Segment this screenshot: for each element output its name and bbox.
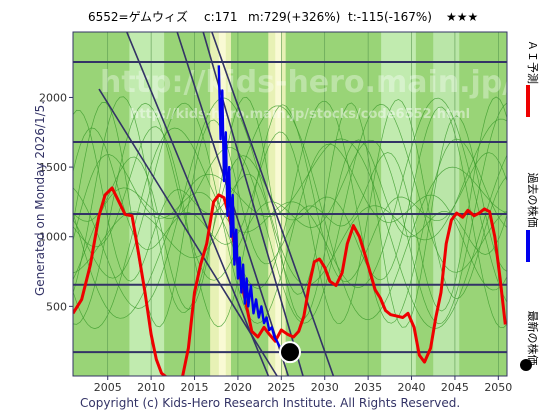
copyright: Copyright (c) Kids-Hero Research Institu… (80, 396, 460, 410)
plot-frame (72, 31, 508, 377)
x-tick-label: 2045 (441, 381, 469, 394)
ai-forecast-line (73, 186, 507, 376)
x-tick-label: 2020 (224, 381, 252, 394)
background-wave (73, 96, 507, 329)
background-wave (73, 97, 507, 309)
x-tick-label: 2005 (94, 381, 122, 394)
background-band (218, 32, 226, 376)
y-tick-label: 1000 (39, 231, 67, 244)
y-tick-label: 2000 (39, 91, 67, 104)
generated-date-label: Generated on Monday 2026/1/5. (33, 101, 47, 296)
y-axis: 500 1000 1500 2000 (39, 91, 73, 313)
x-tick-label: 2040 (398, 381, 426, 394)
background-wave (73, 100, 507, 324)
background-wave (73, 96, 507, 320)
x-tick-label: 2025 (267, 381, 295, 394)
legend-label: 過去の株価 (526, 173, 540, 228)
latest-price-dot (279, 341, 301, 364)
current-price: c:171 (204, 10, 238, 24)
chart-header: 6552=ゲムウィズ c:171 m:729(+326%) t:-115(-16… (88, 9, 478, 24)
watermark-page-url: http://kids-hero.main.jp/stocks/code6552… (130, 107, 470, 122)
background-wave (73, 97, 507, 329)
x-tick-label: 2015 (181, 381, 209, 394)
rating-stars: ★★★ (446, 10, 478, 24)
background-wave (73, 104, 507, 328)
watermark-url: http://kids-hero.main.jp/ (100, 65, 513, 100)
x-tick-label: 2030 (311, 381, 339, 394)
trend-line (211, 32, 335, 376)
x-tick-label: 2050 (484, 381, 512, 394)
x-tick-label: 2035 (354, 381, 382, 394)
max-price: m:729(+326%) (248, 10, 340, 24)
code-name: 6552=ゲムウィズ (88, 9, 188, 24)
legend-swatch (520, 359, 532, 371)
background-wave (73, 103, 507, 324)
trend-line (125, 32, 270, 376)
watermark: http://kids-hero.main.jp/ http://kids-he… (100, 65, 513, 122)
x-tick-label: 2010 (137, 381, 165, 394)
past-price-line (217, 65, 281, 348)
series-layer (73, 65, 507, 376)
background-wave (73, 102, 507, 324)
y-tick-label: 500 (46, 300, 67, 313)
y-tick-label: 1500 (39, 161, 67, 174)
target-price: t:-115(-167%) (348, 10, 432, 24)
legend-label: 最新の株価 (526, 311, 540, 366)
horizontal-levels (73, 60, 507, 354)
trend-line (98, 88, 278, 376)
legend-label: ＡＩ予測 (526, 40, 540, 84)
x-axis: 2005 2010 2015 2020 2025 2030 2035 2040 2045 2050 (94, 376, 512, 394)
